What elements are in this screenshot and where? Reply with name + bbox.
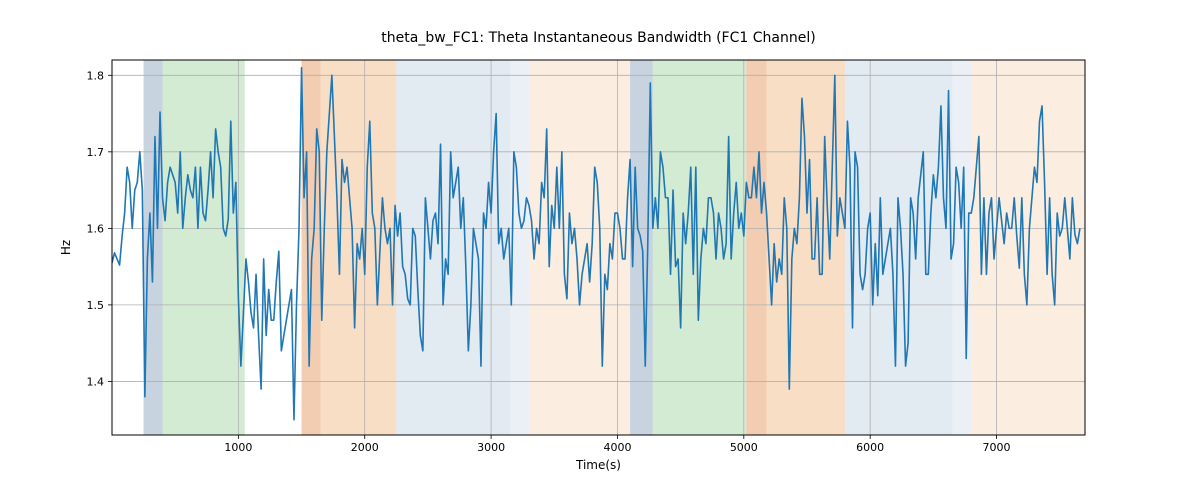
xtick-label: 7000 [983,441,1011,454]
xtick-label: 4000 [603,441,631,454]
chart-title: theta_bw_FC1: Theta Instantaneous Bandwi… [381,30,815,46]
shaded-region [163,60,245,435]
xtick-label: 1000 [224,441,252,454]
ytick-label: 1.8 [87,69,105,82]
shaded-region [396,60,510,435]
shaded-region [746,60,766,435]
ytick-label: 1.4 [87,375,105,388]
xtick-label: 5000 [730,441,758,454]
x-axis-label: Time(s) [575,458,621,472]
shaded-region [529,60,630,435]
xtick-label: 6000 [856,441,884,454]
ytick-label: 1.7 [87,146,105,159]
timeseries-chart: 1000 2000 3000 4000 5000 6000 7000 1.4 1.5 1.6 1.7… [0,0,1200,500]
y-axis-label: Hz [59,240,73,255]
shaded-region [302,60,321,435]
xtick-label: 2000 [351,441,379,454]
chart-container: 1000 2000 3000 4000 5000 6000 7000 1.4 1.5 1.6 1.7… [0,0,1200,500]
shaded-region [845,60,952,435]
ytick-label: 1.5 [87,299,105,312]
ytick-label: 1.6 [87,222,105,235]
xtick-label: 3000 [477,441,505,454]
